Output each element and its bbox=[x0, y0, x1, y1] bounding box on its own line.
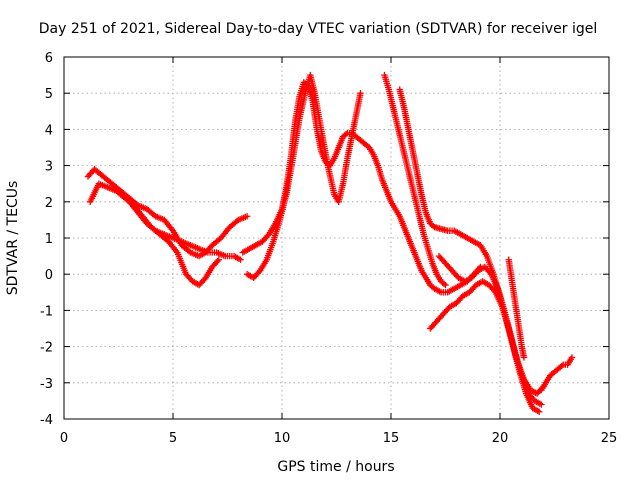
data-point bbox=[357, 90, 364, 97]
y-axis: -4 -3 -2 -1 0 1 2 3 4 5 6 bbox=[40, 51, 609, 428]
y-tick-label: -1 bbox=[40, 304, 53, 319]
data-point bbox=[442, 281, 449, 289]
x-tick-label: 0 bbox=[60, 431, 68, 446]
data-point bbox=[255, 268, 263, 276]
data-point bbox=[215, 256, 222, 263]
x-axis-label: GPS time / hours bbox=[277, 459, 394, 475]
y-tick-label: 4 bbox=[45, 123, 53, 138]
series-2 bbox=[86, 180, 222, 289]
y-tick-label: 6 bbox=[45, 51, 53, 66]
y-axis-label: SDTVAR / TECUs bbox=[5, 181, 21, 296]
series-10 bbox=[505, 256, 528, 361]
series-11 bbox=[538, 354, 576, 394]
data-point bbox=[486, 269, 494, 276]
x-tick-label: 15 bbox=[383, 431, 400, 446]
chart-title: Day 251 of 2021, Sidereal Day-to-day VTE… bbox=[39, 21, 598, 37]
data-point bbox=[264, 232, 271, 240]
y-tick-label: 2 bbox=[45, 196, 53, 211]
data-points bbox=[84, 71, 576, 415]
data-point bbox=[214, 257, 221, 265]
data-point bbox=[536, 408, 543, 415]
x-tick-label: 10 bbox=[274, 431, 291, 446]
y-tick-label: -3 bbox=[40, 377, 53, 392]
y-tick-label: -4 bbox=[40, 413, 53, 428]
data-point bbox=[237, 256, 244, 263]
x-tick-label: 20 bbox=[492, 431, 509, 446]
y-tick-label: -2 bbox=[40, 341, 53, 356]
series-1 bbox=[84, 166, 251, 260]
grid-lines bbox=[64, 57, 609, 419]
data-point bbox=[243, 213, 251, 220]
x-axis: 0 5 10 15 20 25 bbox=[60, 57, 617, 446]
y-tick-label: 1 bbox=[45, 232, 53, 247]
data-point bbox=[568, 354, 576, 361]
series-5 bbox=[243, 71, 364, 282]
x-tick-label: 25 bbox=[601, 431, 618, 446]
data-point bbox=[520, 354, 528, 361]
series-3 bbox=[117, 187, 244, 263]
y-tick-label: 3 bbox=[45, 160, 53, 175]
x-tick-label: 5 bbox=[169, 431, 177, 446]
data-point bbox=[538, 401, 545, 408]
data-point bbox=[201, 276, 208, 283]
data-point bbox=[440, 280, 448, 288]
data-point bbox=[558, 362, 565, 370]
y-tick-label: 0 bbox=[45, 268, 53, 283]
data-point bbox=[342, 131, 350, 138]
series-6 bbox=[381, 71, 449, 289]
y-tick-label: 5 bbox=[45, 87, 53, 102]
